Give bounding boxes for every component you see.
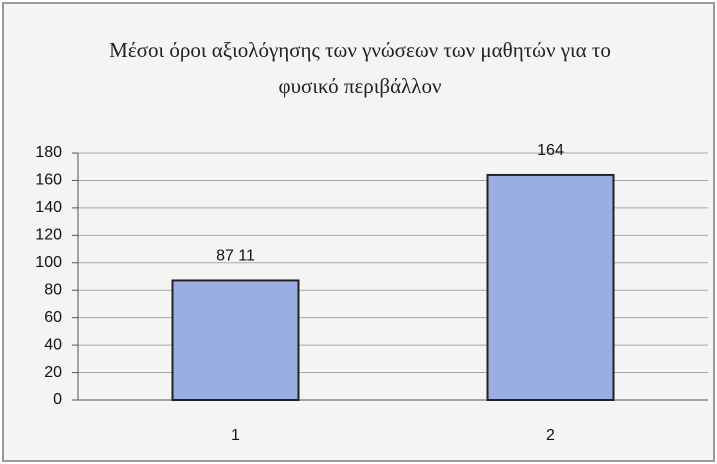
y-tick-label: 160 <box>35 172 62 189</box>
y-tick-label: 100 <box>35 254 62 271</box>
bar <box>171 279 300 402</box>
x-tick-label: 1 <box>231 427 240 444</box>
y-tick-label: 140 <box>35 199 62 216</box>
y-tick-label: 0 <box>53 391 62 408</box>
y-tick-label: 40 <box>44 336 62 353</box>
data-label: 164 <box>537 142 564 159</box>
bar <box>486 173 615 401</box>
chart-title: Μέσοι όροι αξιολόγησης των γνώσεων των μ… <box>109 38 611 98</box>
x-tick-label: 2 <box>546 427 555 444</box>
y-tick-label: 60 <box>44 309 62 326</box>
y-tick-label: 120 <box>35 227 62 244</box>
y-tick-label: 180 <box>35 144 62 161</box>
data-label: 87 11 <box>216 248 255 265</box>
y-tick-label: 80 <box>44 281 62 298</box>
y-tick-label: 20 <box>44 364 62 381</box>
